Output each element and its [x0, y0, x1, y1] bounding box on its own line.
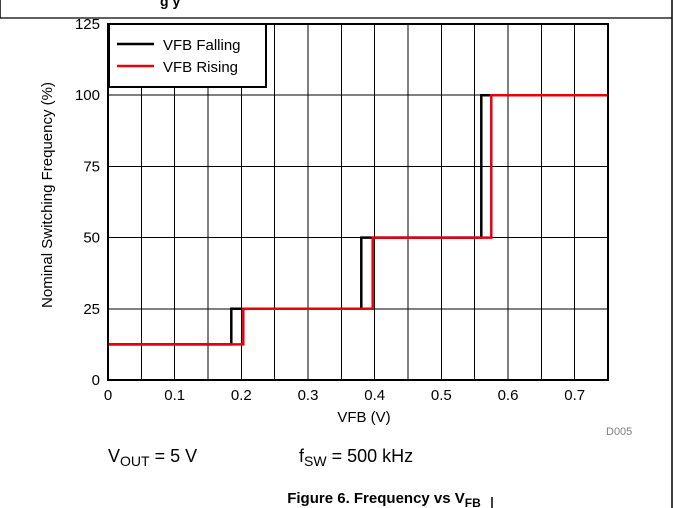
x-tick-label: 0.2: [231, 387, 252, 404]
plot-frame: [107, 23, 609, 381]
x-axis-title: VFB (V): [337, 409, 390, 426]
x-tick-label: 0.5: [431, 387, 452, 404]
x-tick-label: 0.7: [564, 387, 585, 404]
y-tick-label: 75: [83, 158, 100, 175]
fsw-value: = 500 kHz: [327, 446, 414, 466]
vout-value: = 5 V: [150, 446, 198, 466]
y-tick-label: 0: [92, 372, 100, 389]
fsw-symbol: f: [299, 446, 305, 466]
y-tick-labels: 0 25 50 75 100 125: [75, 16, 100, 389]
y-tick-label: 25: [83, 301, 100, 318]
legend: VFB Falling VFB Rising: [108, 23, 267, 88]
y-axis-title: Nominal Switching Frequency (%): [39, 82, 56, 308]
condition-fsw: fSW = 500 kHz: [299, 446, 413, 469]
series-lines: [108, 93, 608, 346]
legend-label-vfb-rising: VFB Rising: [163, 59, 238, 76]
caption-subscript: FB: [465, 496, 481, 508]
figure-code: D005: [606, 426, 632, 438]
figure-caption: Figure 6. Frequency vs VFB: [287, 490, 481, 508]
x-tick-label: 0.4: [364, 387, 385, 404]
condition-vout: VOUT = 5 V: [108, 446, 197, 469]
x-tick-label: 0.6: [498, 387, 519, 404]
legend-box: [108, 23, 267, 88]
y-tick-label: 50: [83, 230, 100, 247]
x-tick-label: 0.3: [298, 387, 319, 404]
series-line-vfb-falling: [108, 93, 608, 346]
header-title-fragment: g y: [160, 0, 180, 9]
legend-label-vfb-falling: VFB Falling: [163, 37, 241, 54]
series-line-vfb-rising: [108, 93, 608, 346]
y-tick-label: 100: [75, 87, 100, 104]
x-tick-label: 0.1: [164, 387, 185, 404]
caption-text: Figure 6. Frequency vs V: [287, 490, 465, 507]
fsw-subscript: SW: [304, 453, 327, 469]
x-tick-labels: 0 0.1 0.2 0.3 0.4 0.5 0.6 0.7: [104, 387, 585, 404]
vout-symbol: V: [108, 446, 120, 466]
x-tick-label: 0: [104, 387, 112, 404]
y-tick-label: 125: [75, 16, 100, 33]
vout-subscript: OUT: [120, 453, 150, 469]
